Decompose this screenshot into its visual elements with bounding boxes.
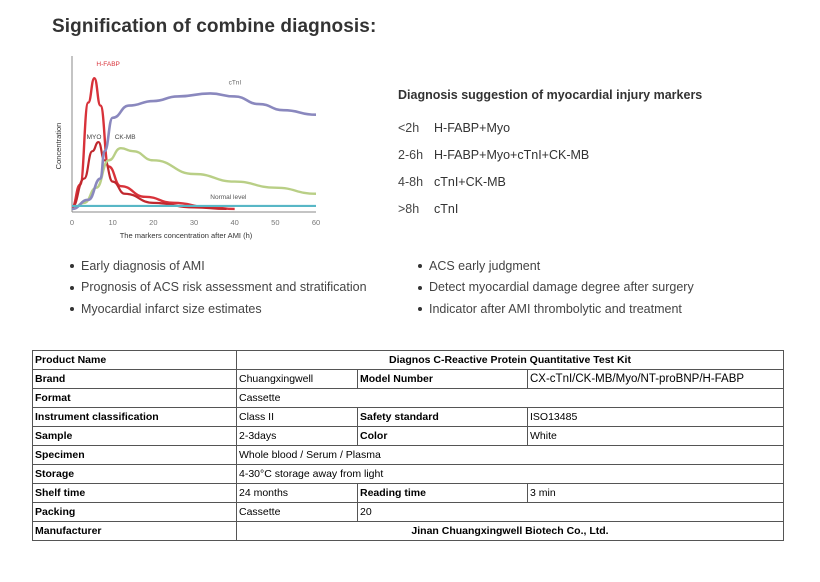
bullet-item: Prognosis of ACS risk assessment and str… <box>70 277 367 299</box>
bullet-text: Early diagnosis of AMI <box>81 258 205 273</box>
table-row: Instrument classification Class II Safet… <box>32 407 784 427</box>
table-label: Storage <box>32 464 237 484</box>
bullet-text: ACS early judgment <box>429 258 541 273</box>
table-value: 3 min <box>527 483 784 503</box>
table-row: Brand Chuangxingwell Model Number CX-cTn… <box>32 369 784 389</box>
suggestion-markers: H-FABP+Myo <box>434 120 511 135</box>
x-axis-label: The markers concentration after AMI (h) <box>120 231 253 240</box>
suggestion-markers: cTnI <box>434 201 459 216</box>
bullet-text: Myocardial infarct size estimates <box>81 301 262 316</box>
bullet-dot-icon <box>418 264 422 269</box>
x-tick-label: 30 <box>190 218 198 227</box>
table-label: Safety standard <box>357 407 528 427</box>
product-name-value: Diagnos C-Reactive Protein Quantitative … <box>236 350 784 370</box>
x-tick-label: 60 <box>312 218 320 227</box>
table-label: Format <box>32 388 237 408</box>
table-value: Whole blood / Serum / Plasma <box>236 445 784 465</box>
suggestion-row: <2h H-FABP+Myo <box>398 114 778 141</box>
annotation-label: cTnI <box>229 79 242 86</box>
table-row: Storage 4-30°C storage away from light <box>32 464 784 484</box>
annotation-label: H-FABP <box>96 61 119 68</box>
bullet-dot-icon <box>70 264 74 269</box>
table-label: Color <box>357 426 528 446</box>
x-tick-label: 50 <box>271 218 279 227</box>
table-value: Chuangxingwell <box>236 369 358 389</box>
bullet-item: Detect myocardial damage degree after su… <box>418 277 694 299</box>
table-label: Shelf time <box>32 483 237 503</box>
table-label: Model Number <box>357 369 528 389</box>
table-value: 20 <box>357 502 784 522</box>
y-axis-label: Concentration <box>54 123 63 170</box>
bullet-text: Prognosis of ACS risk assessment and str… <box>81 280 367 295</box>
suggestion-row: 4-8h cTnI+CK-MB <box>398 168 778 195</box>
table-row: Specimen Whole blood / Serum / Plasma <box>32 445 784 465</box>
suggestion-time: 2-6h <box>398 147 424 162</box>
table-row: Sample 2-3days Color White <box>32 426 784 446</box>
bullet-item: Early diagnosis of AMI <box>70 255 367 277</box>
table-value: Cassette <box>236 502 358 522</box>
bullet-dot-icon <box>418 285 422 290</box>
series-line-ctni <box>71 92 317 211</box>
marker-concentration-chart: 0 10 20 30 40 50 60 H-FABP MYO CK-MB cTnI Normal le… <box>54 56 320 240</box>
manufacturer-value: Jinan Chuangxingwell Biotech Co., Ltd. <box>236 521 784 541</box>
bullet-dot-icon <box>418 307 422 312</box>
bullet-list-right: ACS early judgment Detect myocardial dam… <box>418 255 694 320</box>
suggestion-markers: H-FABP+Myo+cTnI+CK-MB <box>434 147 590 162</box>
table-value: Class II <box>236 407 358 427</box>
table-label: Reading time <box>357 483 528 503</box>
table-row: Manufacturer Jinan Chuangxingwell Biotec… <box>32 521 784 541</box>
table-label: Specimen <box>32 445 237 465</box>
x-tick-label: 20 <box>149 218 157 227</box>
series-line-ck-mb <box>71 146 317 211</box>
bullet-text: Detect myocardial damage degree after su… <box>429 280 694 295</box>
table-value: 24 months <box>236 483 358 503</box>
table-label: Brand <box>32 369 237 389</box>
product-spec-table: Product Name Diagnos C-Reactive Protein … <box>32 350 784 541</box>
bullet-dot-icon <box>70 285 74 290</box>
bullet-dot-icon <box>70 307 74 312</box>
table-value: ISO13485 <box>527 407 784 427</box>
table-value: 2-3days <box>236 426 358 446</box>
bullet-item: Myocardial infarct size estimates <box>70 298 367 320</box>
suggestion-markers: cTnI+CK-MB <box>434 174 506 189</box>
bullet-list-left: Early diagnosis of AMI Prognosis of ACS … <box>70 255 367 320</box>
annotation-label: CK-MB <box>115 134 136 141</box>
table-value: White <box>527 426 784 446</box>
x-tick-label: 0 <box>70 218 74 227</box>
table-label: Manufacturer <box>32 521 237 541</box>
x-tick-label: 40 <box>230 218 238 227</box>
table-value: Cassette <box>236 388 784 408</box>
bullet-item: ACS early judgment <box>418 255 694 277</box>
suggestion-row: >8h cTnI <box>398 195 778 222</box>
page-title: Signification of combine diagnosis: <box>52 16 377 37</box>
x-tick-label: 10 <box>108 218 116 227</box>
suggestion-time: <2h <box>398 120 420 135</box>
diagnosis-suggestion: Diagnosis suggestion of myocardial injur… <box>398 88 778 222</box>
table-row: Packing Cassette 20 <box>32 502 784 522</box>
table-row: Shelf time 24 months Reading time 3 min <box>32 483 784 503</box>
bullet-text: Indicator after AMI thrombolytic and tre… <box>429 301 682 316</box>
table-label: Sample <box>32 426 237 446</box>
suggestion-row: 2-6h H-FABP+Myo+cTnI+CK-MB <box>398 141 778 168</box>
annotation-label: Normal level <box>210 194 247 201</box>
model-number-value: CX-cTnI/CK-MB/Myo/NT-proBNP/H-FABP <box>527 369 784 389</box>
table-row: Product Name Diagnos C-Reactive Protein … <box>32 350 784 370</box>
suggestion-title: Diagnosis suggestion of myocardial injur… <box>398 88 703 102</box>
table-label: Product Name <box>32 350 237 370</box>
table-label: Packing <box>32 502 237 522</box>
bullet-item: Indicator after AMI thrombolytic and tre… <box>418 298 694 320</box>
table-label: Instrument classification <box>32 407 237 427</box>
suggestion-time: >8h <box>398 201 420 216</box>
annotation-label: MYO <box>87 134 102 141</box>
suggestion-time: 4-8h <box>398 174 424 189</box>
table-row: Format Cassette <box>32 388 784 408</box>
table-value: 4-30°C storage away from light <box>236 464 784 484</box>
